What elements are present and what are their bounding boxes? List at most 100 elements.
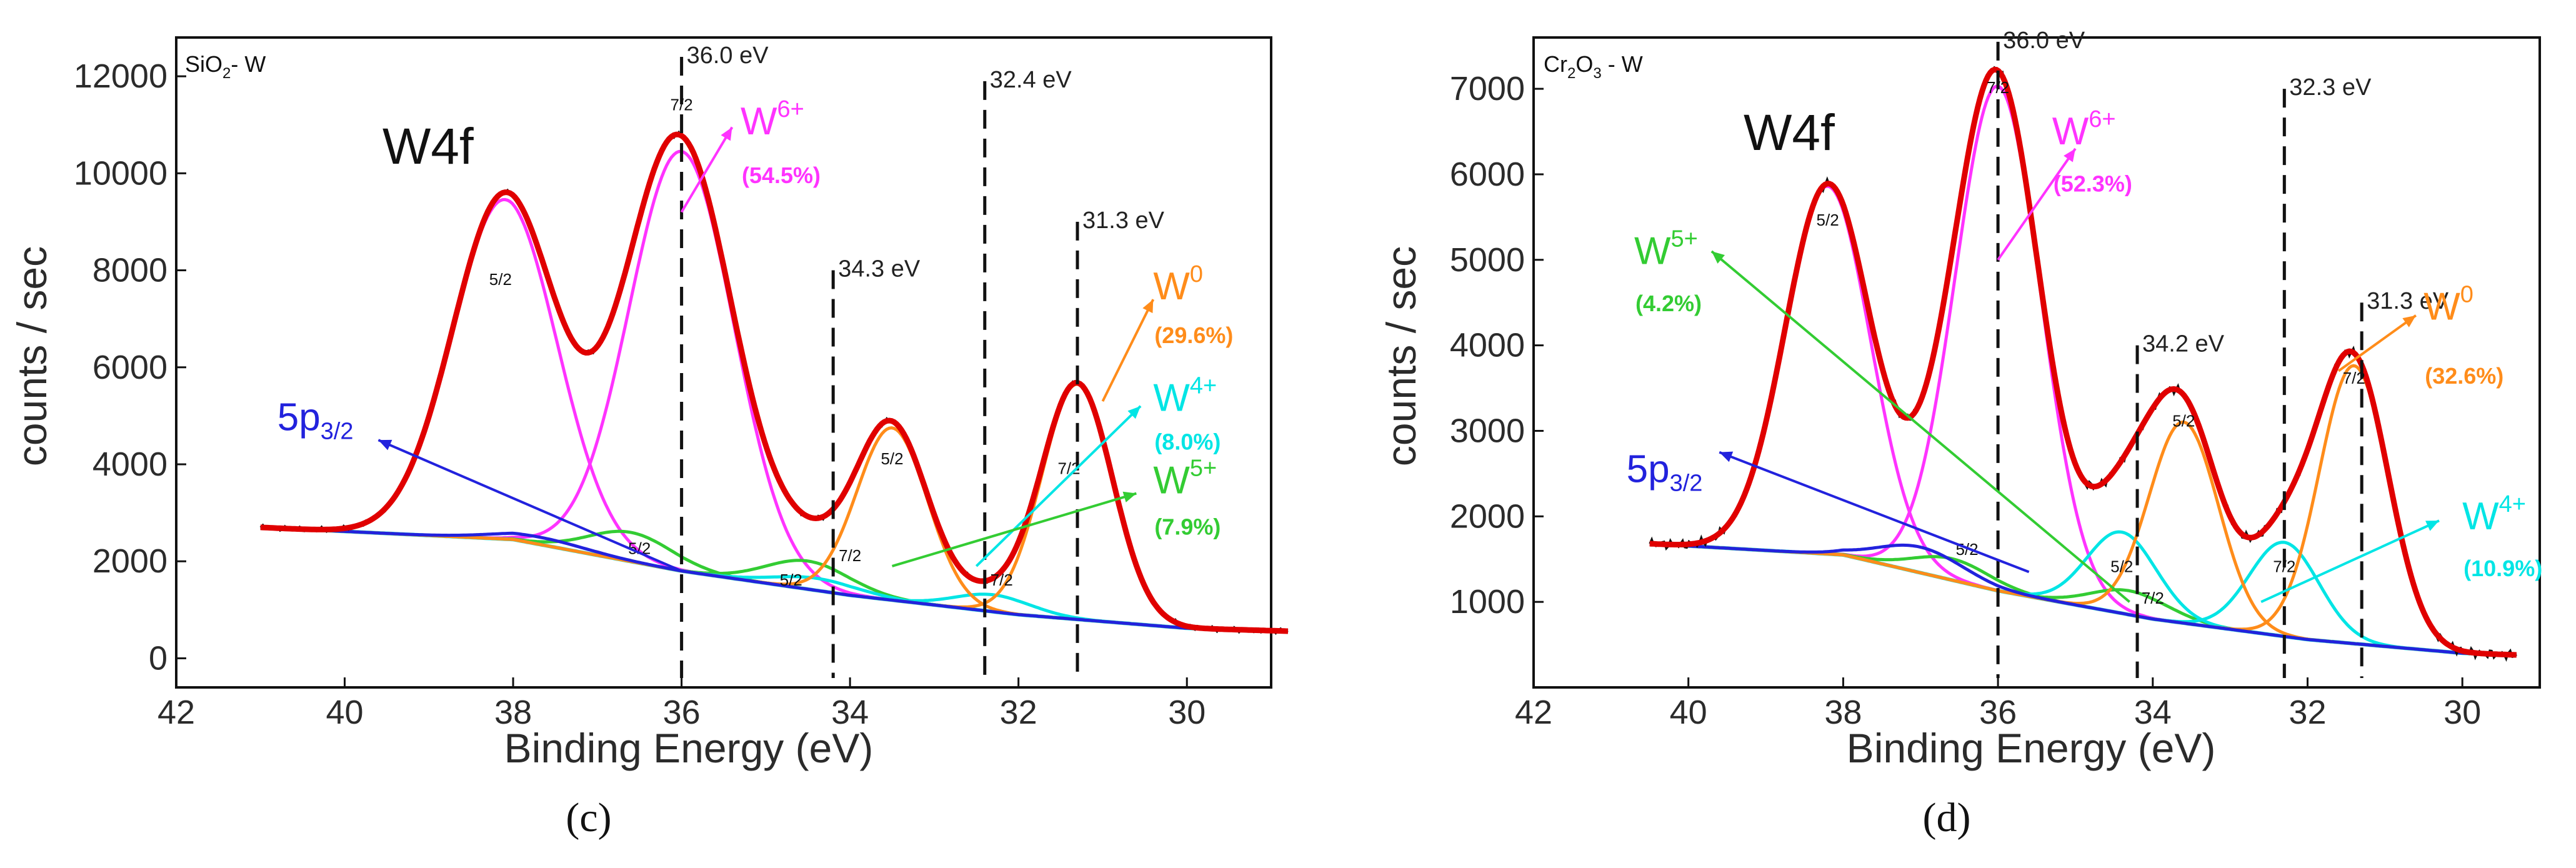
ticks-layer-c: 42 40 38 36 34 32 30 0 2000 4000 6000 8000 10000 1200… <box>74 57 1206 731</box>
chart-panel-d: Cr2O3 - W W4f Binding Energy (eV) counts… <box>1378 27 2542 841</box>
species-arrow <box>1710 250 2130 603</box>
component-peak-5p3/2 <box>260 526 1289 633</box>
species-label: W0 <box>1153 261 1203 308</box>
y-tick-label: 6000 <box>1450 156 1525 193</box>
y-tick-label: 7000 <box>1450 70 1525 107</box>
species-arrowhead <box>1127 406 1141 419</box>
ref-line-label: 34.3 eV <box>838 256 921 282</box>
x-tick-label: 36 <box>1979 694 2017 731</box>
species-label: W6+ <box>741 96 804 143</box>
species-arrow <box>891 492 1137 567</box>
ref-line-label: 34.2 eV <box>2142 331 2225 357</box>
y-axis-label-d: counts / sec <box>1378 246 1424 466</box>
x-tick-label: 32 <box>1000 694 1037 731</box>
x-tick-label: 36 <box>663 694 701 731</box>
fit-envelope-curve <box>1649 66 2517 658</box>
y-tick-label: 12000 <box>74 57 167 95</box>
ref-line-label: 32.3 eV <box>2289 74 2372 101</box>
spin-orbit-label: 7/2 <box>2142 589 2164 607</box>
component-peak-W4+ <box>260 526 1289 633</box>
x-tick-label: 42 <box>157 694 195 731</box>
x-axis-label-c: Binding Energy (eV) <box>504 725 874 771</box>
species-arrowhead <box>2425 521 2439 531</box>
species-arrowhead <box>1142 299 1154 314</box>
species-arrowhead <box>1122 491 1137 502</box>
x-tick-label: 38 <box>494 694 532 731</box>
species-arrow <box>377 439 682 572</box>
chart-panel-c: SiO2- W W4f Binding Energy (eV) counts /… <box>9 36 1289 841</box>
curves-layer-c <box>259 130 1289 635</box>
y-axis-label-c: counts / sec <box>9 246 55 466</box>
panel-label-d: (d) <box>1923 795 1971 841</box>
species-arrow <box>975 405 1142 567</box>
species-percent: (52.3%) <box>2054 171 2132 196</box>
spin-orbit-label: 7/2 <box>671 95 693 114</box>
ref-line-label: 31.3 eV <box>1082 207 1165 234</box>
species-arrowhead <box>378 439 392 451</box>
species-arrow <box>1719 451 2030 574</box>
species-label: W0 <box>2424 282 2474 329</box>
y-tick-label: 5000 <box>1450 241 1525 279</box>
corner-label-d: Cr2O3 - W <box>1544 51 1643 82</box>
species-percent: (10.9%) <box>2464 556 2542 581</box>
x-tick-label: 32 <box>2289 694 2326 731</box>
spin-orbit-label: 5/2 <box>780 571 802 589</box>
y-tick-label: 6000 <box>92 349 167 386</box>
y-tick-label: 4000 <box>1450 327 1525 364</box>
y-tick-label: 2000 <box>1450 497 1525 535</box>
component-peak-W0 <box>260 382 1289 633</box>
spin-orbit-label: 5/2 <box>489 270 512 289</box>
x-tick-label: 40 <box>1670 694 1707 731</box>
spin-orbit-label: 5/2 <box>881 449 903 468</box>
curves-layer-d <box>1649 66 2517 662</box>
ref-line-label: 36.0 eV <box>2003 27 2085 54</box>
y-tick-label: 8000 <box>92 252 167 289</box>
ref-line-label: 36.0 eV <box>687 42 769 69</box>
y-tick-label: 4000 <box>92 446 167 483</box>
spin-orbit-label: 7/2 <box>1987 78 2009 97</box>
ticks-layer-d: 42 40 38 36 34 32 30 1000 2000 3000 4000 5000 6000 70… <box>1450 70 2481 731</box>
y-tick-label: 0 <box>149 639 167 677</box>
species-arrowhead <box>2402 315 2416 327</box>
x-tick-label: 34 <box>831 694 869 731</box>
component-peak-W5+ <box>260 526 1289 633</box>
plot-frame-c <box>175 36 1272 689</box>
component-peak-W4+ <box>1649 541 2517 657</box>
spin-orbit-label: 7/2 <box>2343 369 2365 387</box>
ref-line-label: 31.3 eV <box>2367 288 2449 314</box>
annot-layer-d: 36.0 eV 34.2 eV 32.3 eV 31.3 eV 5/2 7/2 5/2 5/2… <box>1627 27 2542 678</box>
x-tick-label: 30 <box>2444 694 2481 731</box>
species-percent: (32.6%) <box>2425 363 2504 389</box>
chart-title-d: W4f <box>1744 104 1835 161</box>
species-percent: (7.9%) <box>1154 514 1221 540</box>
spin-orbit-label: 5/2 <box>2172 412 2195 431</box>
species-label: W6+ <box>2052 106 2116 153</box>
component-peak-W6+ <box>1649 184 2517 657</box>
species-arrow <box>2260 519 2440 603</box>
spin-orbit-label: 5/2 <box>2110 557 2133 576</box>
chart-title-c: W4f <box>382 118 474 175</box>
x-tick-label: 30 <box>1168 694 1206 731</box>
x-axis-label-d: Binding Energy (eV) <box>1847 725 2216 771</box>
species-label: 5p3/2 <box>1627 448 1703 497</box>
component-peak-5p3/2 <box>1649 542 2517 657</box>
species-percent: (8.0%) <box>1154 429 1221 455</box>
component-peak-W5+ <box>260 526 1289 633</box>
species-arrow <box>680 126 734 213</box>
species-percent: (4.2%) <box>1635 291 1702 316</box>
ref-line-label: 32.4 eV <box>990 67 1072 93</box>
y-tick-label: 3000 <box>1450 412 1525 449</box>
y-tick-label: 2000 <box>92 542 167 580</box>
species-label: W4+ <box>1153 373 1217 420</box>
species-label: 5p3/2 <box>277 396 354 445</box>
spin-orbit-label: 7/2 <box>991 571 1013 589</box>
species-arrowhead <box>1719 451 1734 462</box>
y-tick-label: 1000 <box>1450 583 1525 621</box>
x-tick-label: 38 <box>1824 694 1862 731</box>
species-label: W5+ <box>1153 456 1217 502</box>
spin-orbit-label: 7/2 <box>839 546 861 565</box>
species-arrow <box>1101 299 1155 402</box>
component-peak-W0 <box>1649 364 2517 657</box>
y-tick-label: 10000 <box>74 154 167 192</box>
